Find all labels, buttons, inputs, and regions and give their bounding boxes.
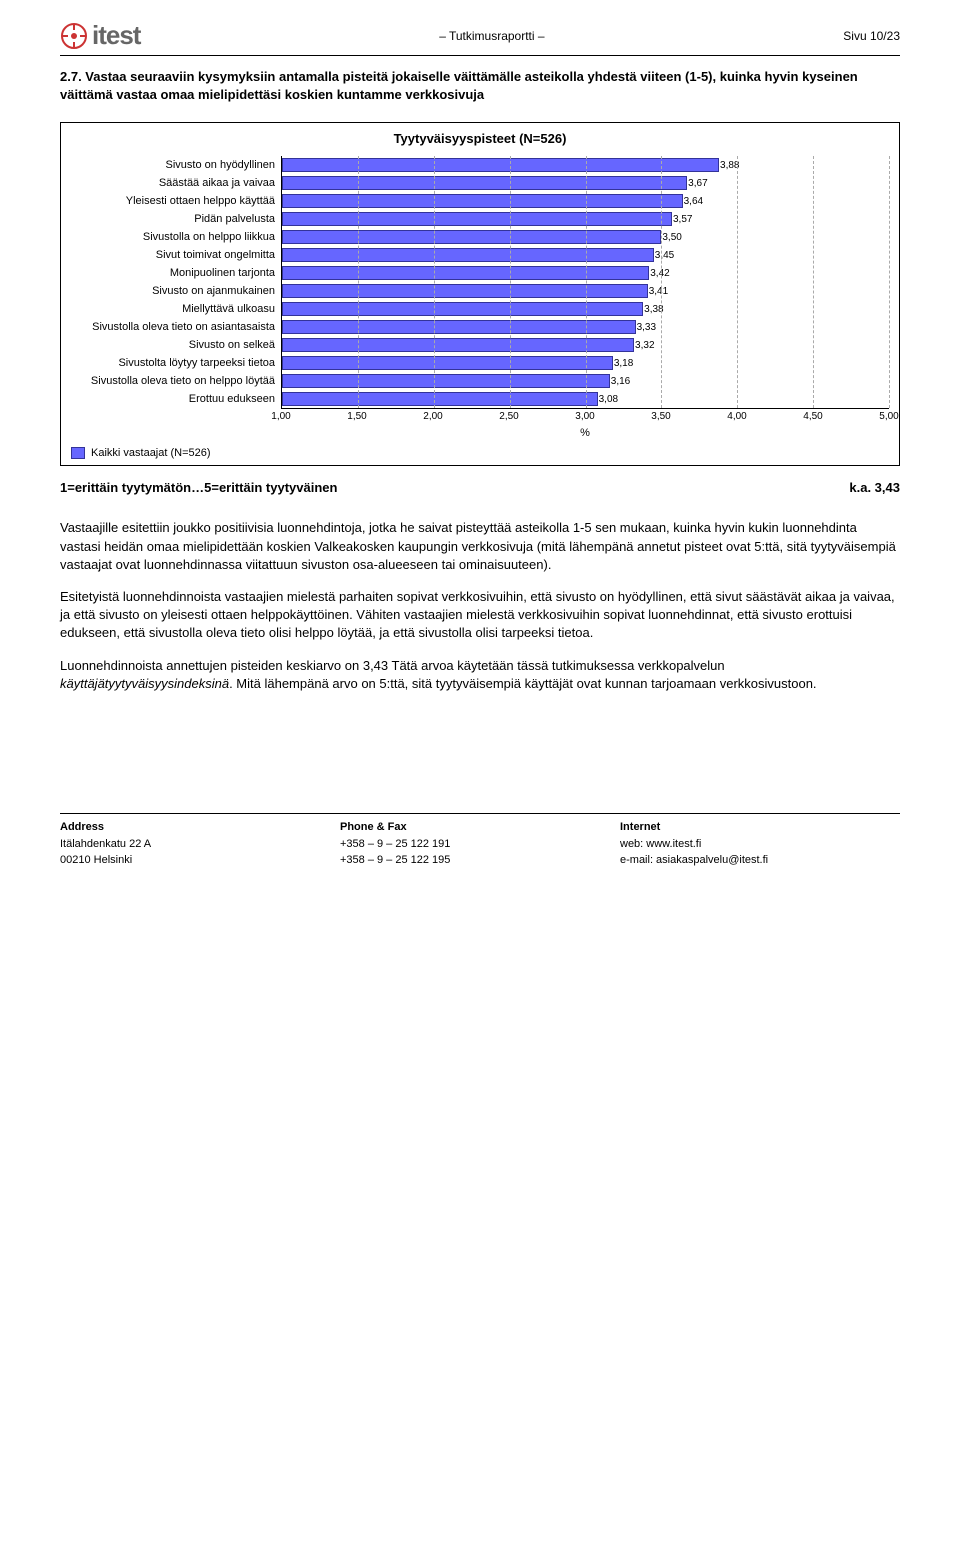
footer-line: web: www.itest.fi <box>620 837 900 852</box>
logo: itest <box>60 20 140 51</box>
grid-line <box>510 156 511 408</box>
bar: 3,57 <box>282 212 672 226</box>
chart-title: Tyytyväisyyspisteet (N=526) <box>71 131 889 146</box>
legend-text: Kaikki vastaajat (N=526) <box>91 447 211 459</box>
grid-line <box>434 156 435 408</box>
scale-left: 1=erittäin tyytymätön…5=erittäin tyytyvä… <box>60 480 337 495</box>
y-label: Sivustolta löytyy tarpeeksi tietoa <box>71 354 275 372</box>
chart-legend: Kaikki vastaajat (N=526) <box>71 447 889 459</box>
footer-line: e-mail: asiakaspalvelu@itest.fi <box>620 853 900 868</box>
grid-line <box>358 156 359 408</box>
x-tick: 5,00 <box>879 411 898 422</box>
paragraph: Vastaajille esitettiin joukko positiivis… <box>60 519 900 574</box>
y-label: Erottuu edukseen <box>71 390 275 408</box>
y-label: Sivustolla on helppo liikkua <box>71 228 275 246</box>
x-tick: 1,00 <box>271 411 290 422</box>
y-label: Yleisesti ottaen helppo käyttää <box>71 192 275 210</box>
paragraph: Esitetyistä luonnehdinnoista vastaajien … <box>60 588 900 643</box>
y-label: Sivut toimivat ongelmitta <box>71 246 275 264</box>
grid-line <box>737 156 738 408</box>
bar-value: 3,41 <box>649 285 668 299</box>
bar-value: 3,67 <box>688 177 707 191</box>
scale-right: k.a. 3,43 <box>849 480 900 495</box>
y-label: Sivustolla oleva tieto on helppo löytää <box>71 372 275 390</box>
x-tick: 3,50 <box>651 411 670 422</box>
bar-value: 3,08 <box>599 393 618 407</box>
legend-swatch <box>71 447 85 459</box>
footer-line: Itälahdenkatu 22 A <box>60 837 340 852</box>
grid-line <box>889 156 890 408</box>
y-label: Pidän palvelusta <box>71 210 275 228</box>
bar: 3,50 <box>282 230 661 244</box>
bar: 3,67 <box>282 176 687 190</box>
bar: 3,16 <box>282 374 610 388</box>
y-axis-labels: Sivusto on hyödyllinenSäästää aikaa ja v… <box>71 156 281 409</box>
footer-title-internet: Internet <box>620 820 900 835</box>
x-tick: 4,50 <box>803 411 822 422</box>
y-label: Sivusto on ajanmukainen <box>71 282 275 300</box>
x-axis-ticks: 1,001,502,002,503,003,504,004,505,00 <box>281 409 889 425</box>
x-tick: 2,00 <box>423 411 442 422</box>
chart-area: Sivusto on hyödyllinenSäästää aikaa ja v… <box>71 156 889 409</box>
y-label: Säästää aikaa ja vaivaa <box>71 174 275 192</box>
x-axis-label: % <box>281 427 889 439</box>
page-header: itest – Tutkimusraportti – Sivu 10/23 <box>60 20 900 56</box>
footer-col-address: Address Itälahdenkatu 22 A 00210 Helsink… <box>60 820 340 868</box>
bar: 3,08 <box>282 392 598 406</box>
y-label: Sivustolla oleva tieto on asiantasaista <box>71 318 275 336</box>
footer-line: 00210 Helsinki <box>60 853 340 868</box>
logo-icon <box>60 22 88 50</box>
footer-title-address: Address <box>60 820 340 835</box>
grid-line <box>813 156 814 408</box>
y-label: Sivusto on selkeä <box>71 336 275 354</box>
bar: 3,38 <box>282 302 643 316</box>
footer-col-internet: Internet web: www.itest.fi e-mail: asiak… <box>620 820 900 868</box>
page-footer: Address Itälahdenkatu 22 A 00210 Helsink… <box>60 813 900 868</box>
bar-value: 3,18 <box>614 357 633 371</box>
bar-value: 3,42 <box>650 267 669 281</box>
footer-line: +358 – 9 – 25 122 195 <box>340 853 620 868</box>
x-tick: 1,50 <box>347 411 366 422</box>
bar-value: 3,16 <box>611 375 630 389</box>
bar: 3,45 <box>282 248 654 262</box>
bar-value: 3,45 <box>655 249 674 263</box>
header-center: – Tutkimusraportti – <box>140 29 843 43</box>
bar: 3,32 <box>282 338 634 352</box>
bar: 3,64 <box>282 194 683 208</box>
x-tick: 4,00 <box>727 411 746 422</box>
bar-value: 3,57 <box>673 213 692 227</box>
question-text: 2.7. Vastaa seuraaviin kysymyksiin antam… <box>60 68 900 104</box>
chart-plot: 3,883,673,643,573,503,453,423,413,383,33… <box>281 156 889 409</box>
y-label: Miellyttävä ulkoasu <box>71 300 275 318</box>
logo-text: itest <box>92 20 140 51</box>
chart-container: Tyytyväisyyspisteet (N=526) Sivusto on h… <box>60 122 900 466</box>
bar: 3,18 <box>282 356 613 370</box>
bar-value: 3,50 <box>662 231 681 245</box>
header-page: Sivu 10/23 <box>843 29 900 43</box>
bar-value: 3,32 <box>635 339 654 353</box>
footer-title-phone: Phone & Fax <box>340 820 620 835</box>
bar-value: 3,64 <box>684 195 703 209</box>
bar: 3,41 <box>282 284 648 298</box>
scale-row: 1=erittäin tyytymätön…5=erittäin tyytyvä… <box>60 480 900 495</box>
bar: 3,88 <box>282 158 719 172</box>
paragraph: Luonnehdinnoista annettujen pisteiden ke… <box>60 657 900 693</box>
grid-line <box>661 156 662 408</box>
footer-line: +358 – 9 – 25 122 191 <box>340 837 620 852</box>
bar: 3,33 <box>282 320 636 334</box>
x-tick: 2,50 <box>499 411 518 422</box>
body-text: Vastaajille esitettiin joukko positiivis… <box>60 519 900 693</box>
x-tick: 3,00 <box>575 411 594 422</box>
grid-line <box>586 156 587 408</box>
y-label: Monipuolinen tarjonta <box>71 264 275 282</box>
bar: 3,42 <box>282 266 649 280</box>
bar-value: 3,33 <box>637 321 656 335</box>
y-label: Sivusto on hyödyllinen <box>71 156 275 174</box>
footer-col-phone: Phone & Fax +358 – 9 – 25 122 191 +358 –… <box>340 820 620 868</box>
